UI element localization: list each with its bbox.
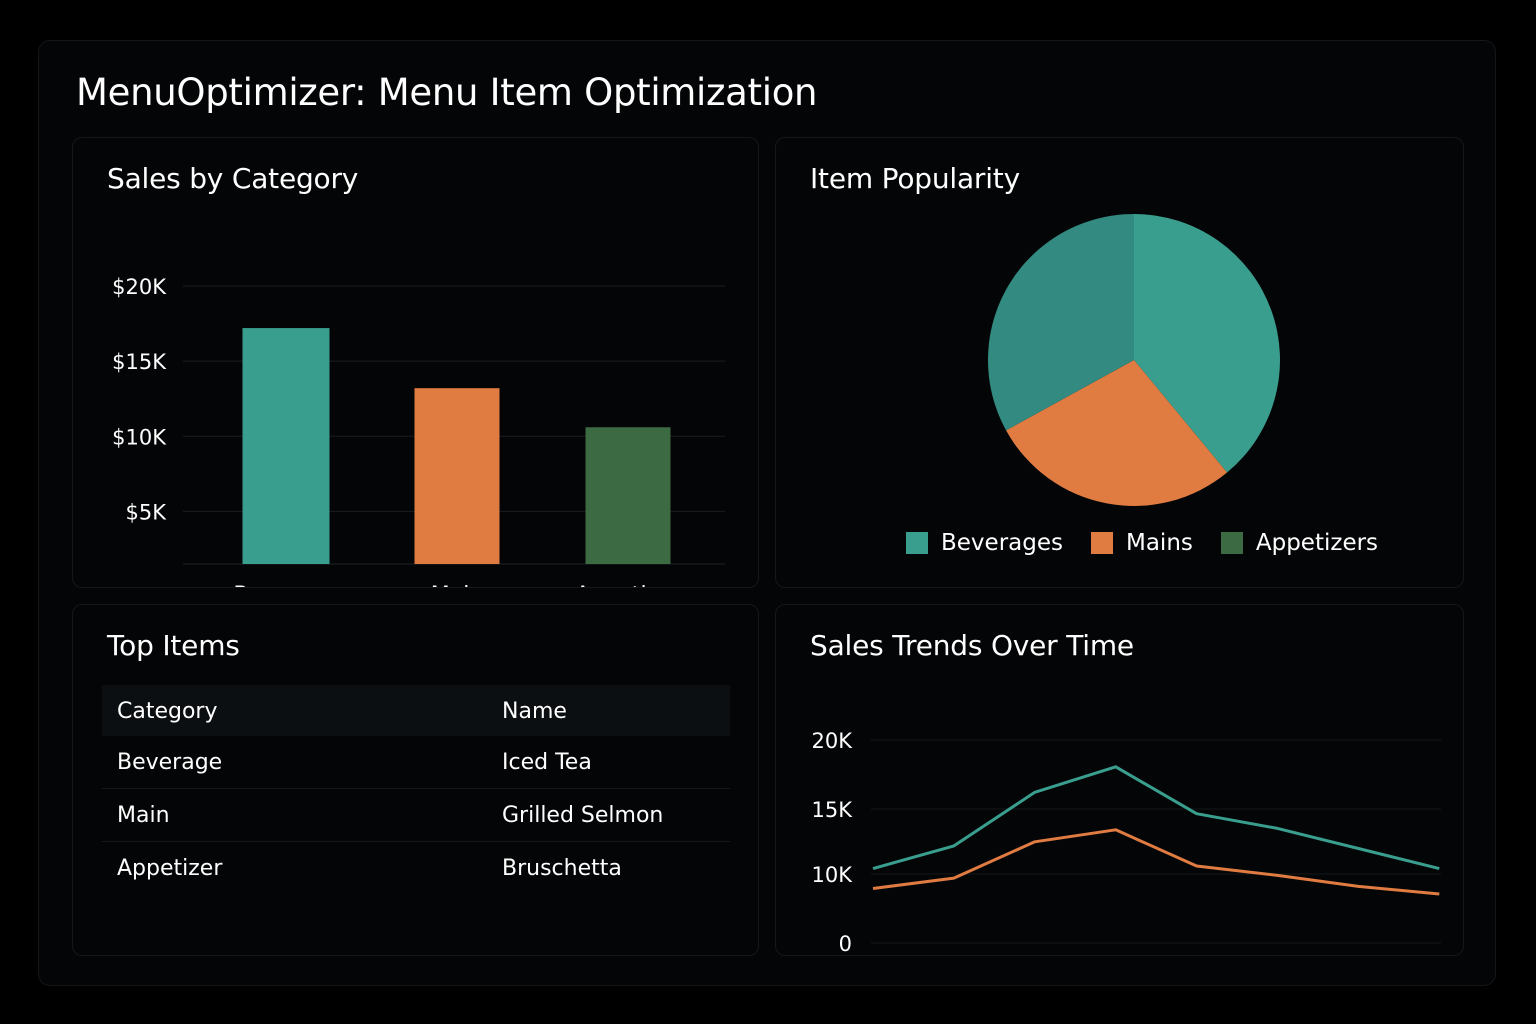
series-line-1: [872, 765, 1440, 871]
sales-by-category-chart: $20K $15K $10K $5K Beverage Main Appetizer: [112, 275, 725, 587]
sales-trends-card: Sales Trends Over Time 20K15K10K01234567: [775, 604, 1464, 956]
legend-label-appetizers: Appetizers: [1255, 530, 1379, 556]
dashboard-window: MenuOptimizer: Menu Item Optimization Sa…: [38, 40, 1496, 986]
bar-main: [414, 388, 500, 564]
legend-swatch-mains: [1090, 532, 1113, 554]
legend-swatch-appetizers: [1220, 532, 1243, 554]
table-row[interactable]: Beverage Iced Tea: [102, 736, 730, 789]
item-popularity-card: Item Popularity Beverages Mains Appetize…: [775, 137, 1464, 588]
x-tick-label: Main: [431, 583, 484, 587]
table-header-row: Category Name: [102, 685, 730, 736]
top-items-card: Top Items Category Name Beverage Iced Te…: [72, 604, 759, 956]
item-popularity-chart: [988, 213, 1280, 506]
sales-by-category-card: Sales by Category $20K $15K $10K $5K Beverag…: [72, 137, 759, 588]
y-tick-label: $10K: [112, 425, 167, 449]
x-tick-label: Beverage: [233, 583, 338, 587]
legend-item-beverages: Beverages: [906, 530, 1063, 556]
y-tick-label: $20K: [112, 275, 167, 299]
table-cell-name: Bruschetta: [502, 856, 622, 881]
top-items-title: Top Items: [107, 629, 240, 662]
page-title: MenuOptimizer: Menu Item Optimization: [76, 71, 818, 114]
pie-slice-appetizers: [988, 213, 1134, 431]
pie-slice-beverages: [1134, 214, 1280, 473]
table-row[interactable]: Main Grilled Selmon: [102, 789, 730, 842]
legend-label-mains: Mains: [1125, 530, 1193, 556]
pie-slice-mains: [1006, 360, 1228, 506]
column-header-category: Category: [117, 699, 218, 724]
pie-legend: Beverages Mains Appetizers: [906, 530, 1406, 556]
top-items-table: Category Name Beverage Iced Tea Main Gri…: [102, 685, 730, 895]
table-cell-category: Main: [117, 803, 170, 828]
y-tick-label: $5K: [126, 500, 168, 524]
legend-item-appetizers: Appetizers: [1220, 530, 1379, 556]
sales-by-category-title: Sales by Category: [107, 162, 359, 195]
item-popularity-title: Item Popularity: [810, 162, 1020, 195]
y-tick-label: 10K: [812, 863, 854, 887]
y-tick-label: 0: [839, 932, 852, 955]
bar-appetizer: [585, 427, 671, 564]
legend-label-beverages: Beverages: [941, 530, 1063, 556]
sales-trends-chart: 20K15K10K01234567: [812, 729, 1441, 955]
column-header-name: Name: [502, 699, 567, 724]
sales-trends-title: Sales Trends Over Time: [810, 629, 1134, 662]
bar-beverage: [242, 328, 330, 564]
table-row[interactable]: Appetizer Bruschetta: [102, 842, 730, 895]
table-cell-name: Iced Tea: [502, 750, 592, 775]
table-cell-category: Beverage: [117, 750, 223, 775]
legend-swatch-beverages: [906, 532, 928, 554]
table-cell-category: Appetizer: [117, 856, 223, 881]
series-line-2: [872, 828, 1440, 896]
y-tick-label: $15K: [112, 350, 167, 374]
table-cell-name: Grilled Selmon: [502, 803, 664, 828]
x-tick-label: Appetizer: [575, 583, 681, 587]
y-tick-label: 20K: [812, 729, 854, 753]
y-tick-label: 15K: [812, 798, 854, 822]
legend-item-mains: Mains: [1090, 530, 1193, 556]
